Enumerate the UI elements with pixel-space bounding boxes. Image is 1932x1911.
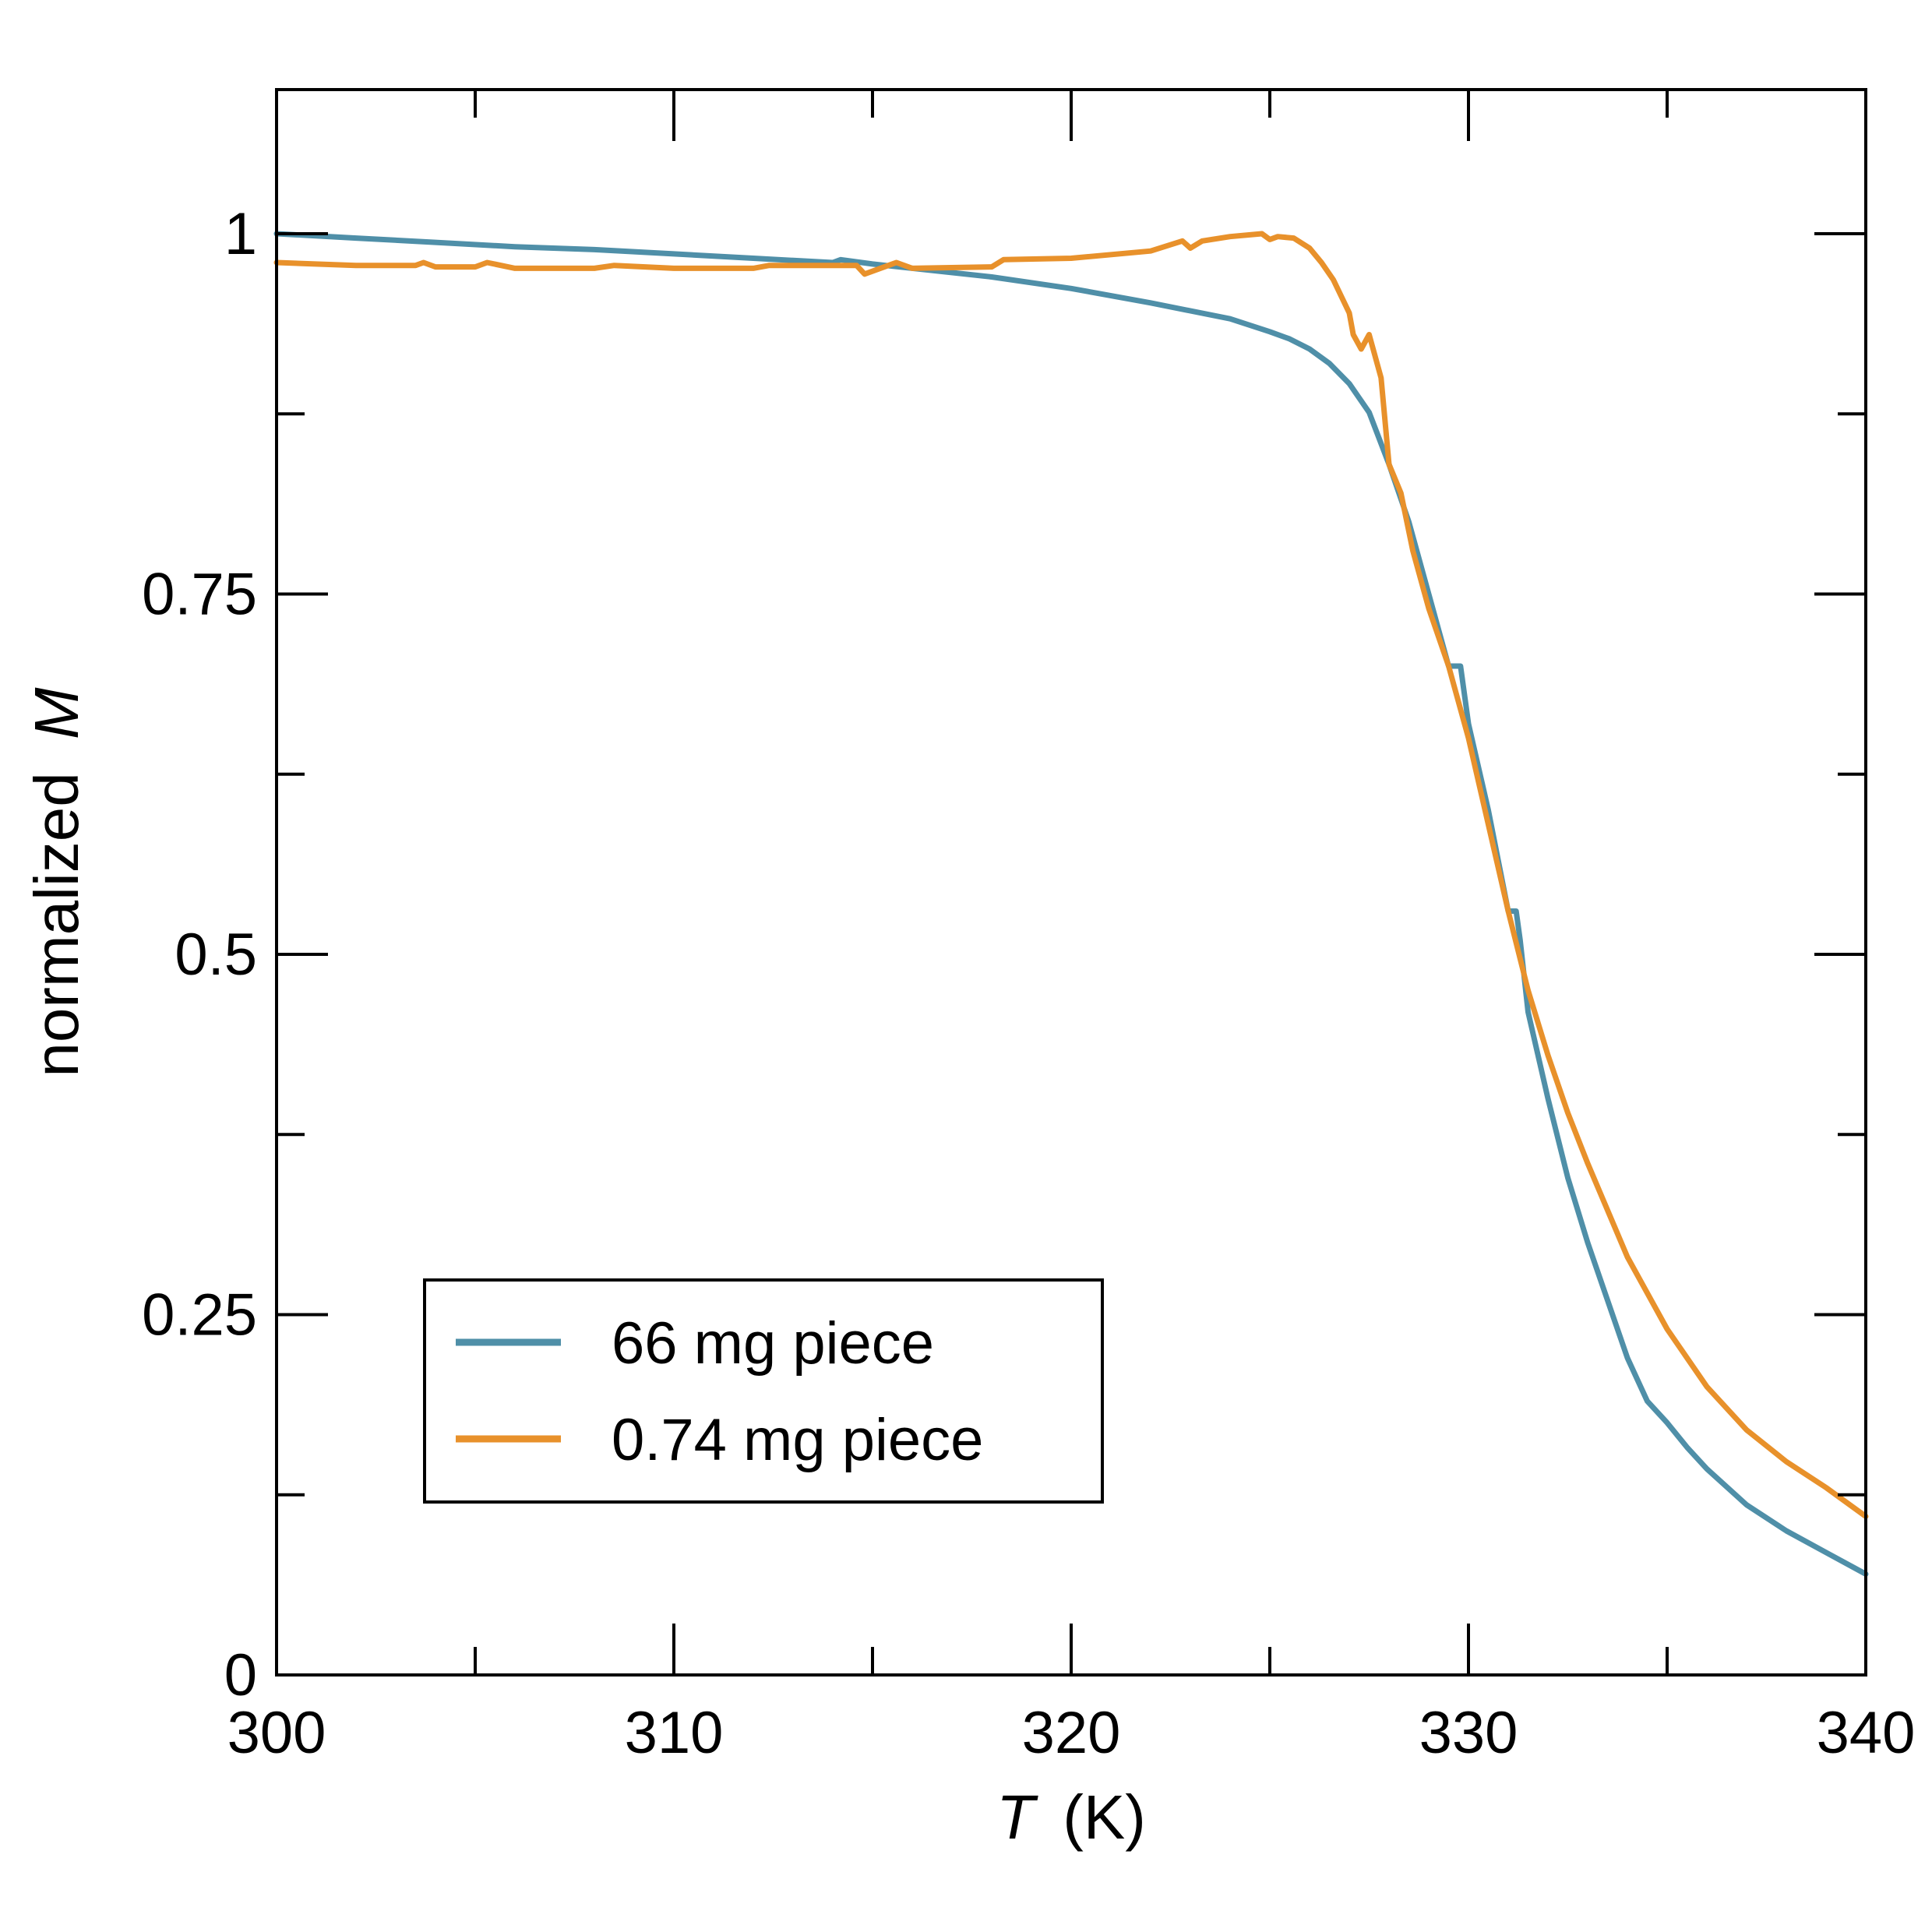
tick-labels: 300 310 320 330 340 0 0.25 0.5 0.75 1 (142, 201, 1915, 1766)
y-tick-label: 1 (224, 201, 257, 267)
x-tick-label: 330 (1419, 1700, 1518, 1766)
x-tick-label: 320 (1022, 1700, 1121, 1766)
y-axis-title: normalized M (22, 687, 91, 1077)
y-axis-variable: M (22, 687, 91, 739)
legend-label-0-74-mg: 0.74 mg piece (612, 1407, 983, 1473)
legend-box (423, 1278, 1104, 1504)
y-tick-label: 0.75 (142, 562, 257, 628)
y-tick-label: 0.25 (142, 1282, 257, 1349)
plot-lines (273, 231, 1869, 1577)
x-tick-label: 340 (1817, 1700, 1916, 1766)
x-tick-label: 300 (227, 1700, 326, 1766)
x-axis-unit: (K) (1063, 1782, 1146, 1852)
x-axis-variable: T (996, 1782, 1038, 1852)
y-tick-label: 0 (224, 1642, 257, 1708)
x-tick-label: 310 (625, 1700, 724, 1766)
y-tick-label: 0.5 (175, 922, 257, 988)
series-line-0 (273, 231, 1869, 1577)
legend: 66 mg piece 0.74 mg piece (423, 1278, 1104, 1504)
y-axis-text: normalized (22, 772, 91, 1077)
x-axis-title: T (K) (996, 1782, 1146, 1852)
series-line-1 (273, 231, 1869, 1519)
plot-frame (275, 88, 1867, 1677)
legend-label-66-mg: 66 mg piece (612, 1310, 934, 1377)
